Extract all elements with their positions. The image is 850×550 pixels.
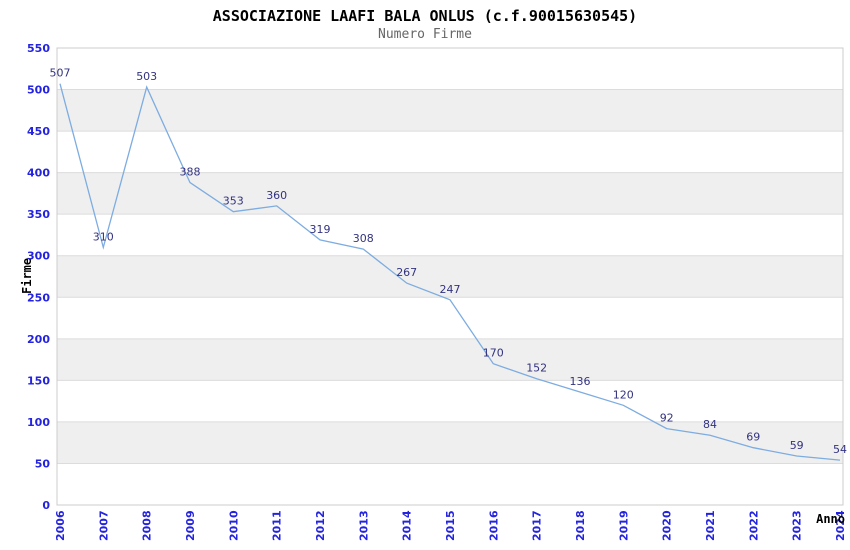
y-axis-tick-label: 450 — [27, 125, 50, 138]
x-axis-tick-label: 2014 — [401, 510, 414, 541]
x-axis-tick-label: 2006 — [54, 510, 67, 541]
y-axis-tick-label: 550 — [27, 42, 50, 55]
data-point-label: 267 — [396, 266, 417, 279]
y-axis-tick-label: 500 — [27, 84, 50, 97]
data-point-label: 84 — [703, 418, 717, 431]
plot-band — [57, 89, 843, 132]
y-axis-tick-label: 50 — [35, 458, 51, 471]
x-axis-tick-label: 2009 — [184, 510, 197, 541]
x-axis-tick-label: 2016 — [487, 510, 500, 541]
data-line — [59, 83, 841, 461]
y-axis-tick-label: 300 — [27, 250, 50, 263]
data-point-label: 507 — [50, 67, 71, 80]
x-axis-tick-label: 2018 — [574, 510, 587, 541]
x-axis-tick-label: 2012 — [314, 510, 327, 541]
x-axis-tick-label: 2023 — [791, 510, 804, 541]
chart-title: ASSOCIAZIONE LAAFI BALA ONLUS (c.f.90015… — [212, 7, 638, 25]
data-point-label: 308 — [353, 232, 374, 245]
y-axis-tick-label: 100 — [27, 416, 50, 429]
plot-border — [56, 47, 844, 506]
x-axis-tick-label: 2024 — [834, 510, 847, 541]
y-axis-title: Firme — [20, 258, 34, 294]
x-axis-tick-label: 2013 — [357, 510, 370, 541]
x-axis-tick-label: 2010 — [227, 510, 240, 541]
data-point-label: 388 — [180, 166, 201, 179]
data-point-label: 353 — [223, 195, 244, 208]
data-point-label: 69 — [746, 431, 760, 444]
data-point-label: 247 — [440, 283, 461, 296]
y-axis-tick-label: 400 — [27, 167, 50, 180]
data-point-label: 120 — [613, 388, 634, 401]
y-axis-tick-label: 0 — [42, 499, 50, 512]
y-axis-tick-label: 350 — [27, 208, 50, 221]
data-point-label: 136 — [570, 375, 591, 388]
data-point-label: 59 — [790, 439, 804, 452]
plot-band — [57, 421, 843, 464]
x-axis-tick-label: 2019 — [617, 510, 630, 541]
x-axis-tick-label: 2022 — [747, 510, 760, 541]
data-point-label: 310 — [93, 230, 114, 243]
data-point-label: 54 — [833, 443, 847, 456]
x-axis-tick-label: 2007 — [97, 510, 110, 541]
x-axis-tick-label: 2021 — [704, 510, 717, 541]
x-axis-tick-label: 2008 — [141, 510, 154, 541]
x-axis-tick-label: 2015 — [444, 510, 457, 541]
data-point-label: 170 — [483, 347, 504, 360]
y-axis-tick-label: 250 — [27, 291, 50, 304]
data-point-label: 360 — [266, 189, 287, 202]
x-axis-tick-label: 2017 — [531, 510, 544, 541]
chart-subtitle: Numero Firme — [378, 27, 472, 42]
y-axis-tick-label: 150 — [27, 374, 50, 387]
plot-band — [57, 172, 843, 215]
x-axis-tick-label: 2020 — [661, 510, 674, 541]
data-point-label: 503 — [136, 70, 157, 83]
x-axis-title: Anno — [816, 512, 845, 526]
plot-band — [57, 255, 843, 298]
y-axis-tick-label: 200 — [27, 333, 50, 346]
data-point-label: 152 — [526, 362, 547, 375]
data-point-label: 92 — [660, 412, 674, 425]
x-axis-tick-label: 2011 — [271, 510, 284, 541]
plot-band — [57, 338, 843, 381]
data-point-label: 319 — [310, 223, 331, 236]
